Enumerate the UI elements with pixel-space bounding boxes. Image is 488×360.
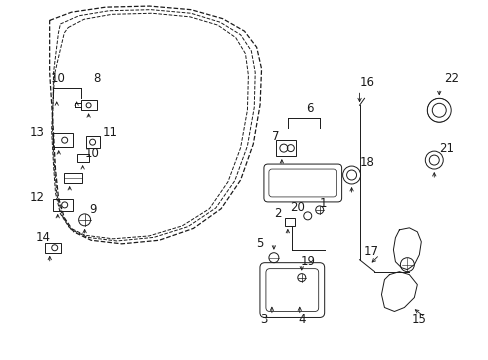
- Text: 10: 10: [85, 147, 100, 159]
- Text: 3: 3: [260, 313, 267, 326]
- Text: 18: 18: [359, 156, 374, 168]
- Text: 22: 22: [443, 72, 458, 85]
- Text: 8: 8: [93, 72, 100, 85]
- Text: 7: 7: [271, 130, 279, 143]
- Text: 9: 9: [89, 203, 96, 216]
- Text: 21: 21: [438, 141, 453, 155]
- Text: 16: 16: [359, 76, 374, 89]
- Text: 15: 15: [411, 313, 426, 326]
- Text: 20: 20: [290, 201, 305, 215]
- Text: 12: 12: [29, 192, 44, 204]
- Text: 10: 10: [50, 72, 65, 85]
- Text: 6: 6: [305, 102, 313, 115]
- Text: 5: 5: [256, 237, 263, 250]
- Text: 2: 2: [274, 207, 281, 220]
- Text: 13: 13: [29, 126, 44, 139]
- Text: 14: 14: [35, 231, 50, 244]
- Text: 19: 19: [300, 255, 315, 268]
- Text: 4: 4: [297, 313, 305, 326]
- Text: 17: 17: [363, 245, 378, 258]
- Text: 1: 1: [319, 197, 327, 210]
- Text: 11: 11: [103, 126, 118, 139]
